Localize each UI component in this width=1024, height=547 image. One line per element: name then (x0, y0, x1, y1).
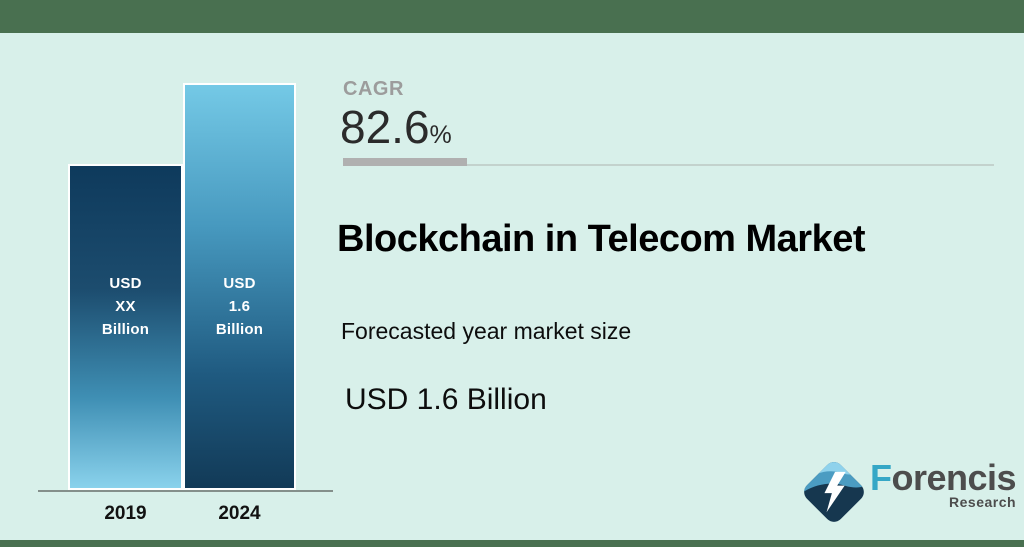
bar-2019-value-label: USD XX Billion (101, 275, 150, 338)
bar-2024-value-label: USD 1.6 Billion (215, 275, 264, 338)
x-axis-line (38, 490, 333, 492)
divider-thick-segment (343, 158, 467, 166)
forencis-diamond-icon (800, 456, 868, 533)
top-band (0, 0, 1024, 33)
bar-2019 (68, 164, 183, 490)
brand-initial: F (870, 457, 892, 498)
logo-text: Forencis Research (870, 457, 1017, 511)
bottom-band (0, 540, 1024, 547)
brand-rest: orencis (891, 457, 1017, 498)
brand-name: Forencis (870, 457, 1017, 498)
cagr-percent-sign: % (429, 121, 452, 149)
x-axis-label-2024: 2024 (218, 503, 261, 524)
x-axis-label-2019: 2019 (104, 503, 147, 524)
divider-thin-line (343, 164, 994, 166)
forencis-logo: Forencis Research (800, 456, 1017, 533)
cagr-label: CAGR (343, 78, 404, 100)
bar-2024 (183, 83, 296, 490)
lightning-f-icon (824, 471, 846, 513)
page-title: Blockchain in Telecom Market (337, 218, 866, 260)
brand-subtext: Research (949, 494, 1017, 510)
forecast-value: USD 1.6 Billion (345, 383, 547, 416)
cagr-number: 82.6 (340, 101, 430, 153)
cagr-value: 82.6% (340, 100, 452, 154)
divider-rule (343, 158, 994, 166)
subtitle: Forecasted year market size (341, 318, 632, 344)
